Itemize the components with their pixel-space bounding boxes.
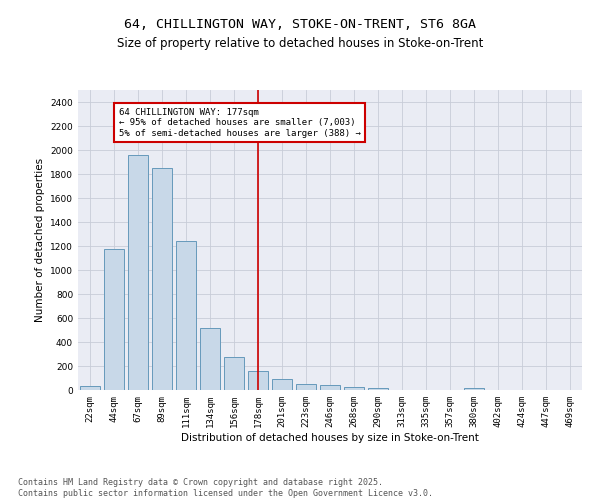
Bar (200, 328, 220, 390)
Bar (152, 168, 172, 390)
Text: Contains HM Land Registry data © Crown copyright and database right 2025.
Contai: Contains HM Land Registry data © Crown c… (18, 478, 433, 498)
Bar (368, 388, 388, 390)
Text: 64 CHILLINGTON WAY: 177sqm
← 95% of detached houses are smaller (7,003)
5% of se: 64 CHILLINGTON WAY: 177sqm ← 95% of deta… (119, 108, 361, 138)
Bar (104, 249, 124, 390)
Text: Size of property relative to detached houses in Stoke-on-Trent: Size of property relative to detached ho… (117, 38, 483, 51)
Bar (128, 155, 148, 390)
Bar (464, 388, 484, 390)
Bar (320, 385, 340, 390)
Bar (272, 379, 292, 390)
Y-axis label: Number of detached properties: Number of detached properties (35, 158, 44, 322)
Bar (344, 387, 364, 390)
X-axis label: Distribution of detached houses by size in Stoke-on-Trent: Distribution of detached houses by size … (181, 432, 479, 442)
Bar (248, 372, 268, 390)
Bar (176, 241, 196, 390)
Bar (80, 386, 100, 390)
Text: 64, CHILLINGTON WAY, STOKE-ON-TRENT, ST6 8GA: 64, CHILLINGTON WAY, STOKE-ON-TRENT, ST6… (124, 18, 476, 30)
Bar (296, 384, 316, 390)
Bar (224, 357, 244, 390)
